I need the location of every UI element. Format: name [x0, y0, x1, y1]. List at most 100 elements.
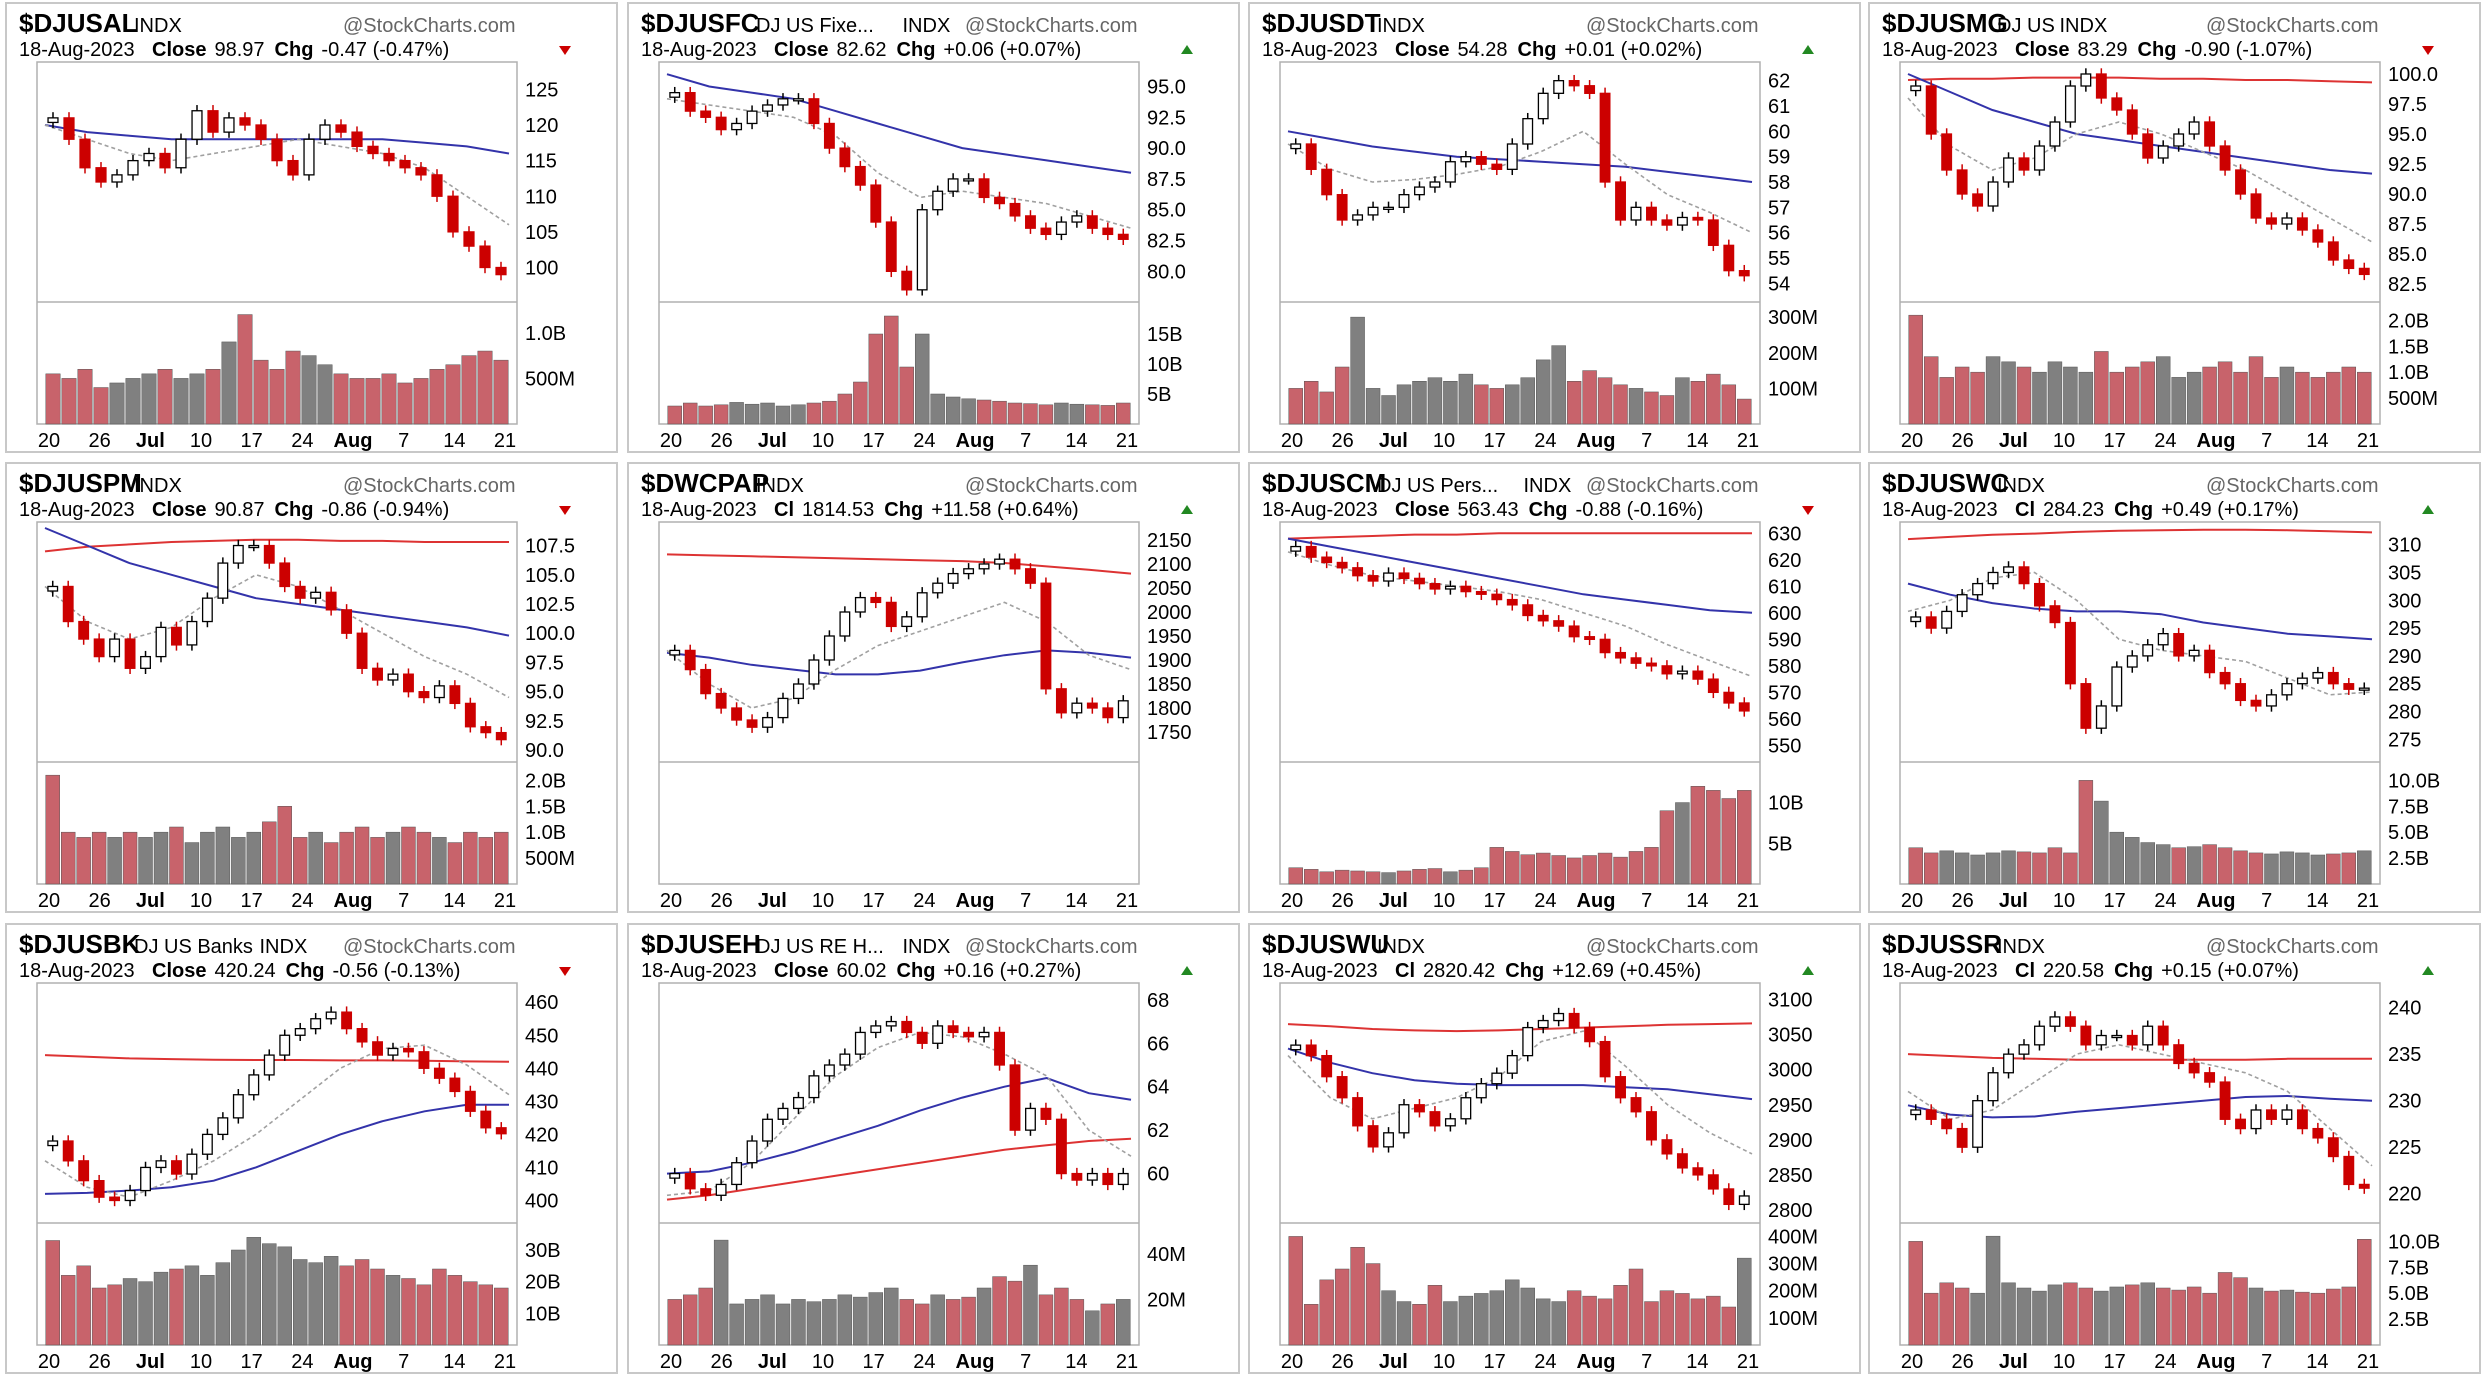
candle: [2049, 116, 2061, 152]
candle: [1475, 585, 1487, 600]
candle: [978, 558, 990, 575]
chart-panel[interactable]: $DJUSWC INDX @StockCharts.com 18-Aug-2023 Cl…: [1868, 462, 2481, 913]
candle: [916, 587, 928, 623]
candle: [1972, 577, 1984, 601]
candle: [1383, 567, 1394, 587]
volume-bar: [2155, 844, 2171, 885]
chart-panel[interactable]: $DJUSFC DJ US Fixe... INDX @StockCharts.com…: [627, 2, 1240, 453]
candle: [356, 627, 368, 675]
volume-bar: [141, 373, 157, 425]
close-label: Close: [152, 960, 206, 982]
volume-bar: [1288, 1236, 1303, 1346]
y-tick-label: 450: [525, 1025, 558, 1047]
x-tick-label: Jul: [1999, 1351, 2028, 1373]
volume-bar: [2016, 851, 2032, 885]
candle: [1290, 540, 1302, 557]
x-tick-label: 24: [913, 890, 935, 912]
chart-panel[interactable]: $DJUSAL INDX @StockCharts.com 18-Aug-2023 Cl…: [5, 2, 618, 453]
close-value: 563.43: [1457, 499, 1518, 521]
volume-bar: [1659, 810, 1675, 885]
candle: [854, 160, 866, 191]
chart-panel[interactable]: $DWCPAP INDX @StockCharts.com 18-Aug-2023 Cl…: [627, 462, 1240, 913]
volume-bar: [91, 831, 107, 885]
stockcharts-watermark: @StockCharts.com: [2206, 475, 2379, 497]
moving-average-fast: [1287, 1030, 1753, 1155]
y-tick-label: 80.0: [1147, 261, 1186, 283]
volume-bar: [1675, 377, 1690, 425]
volume-bar: [1381, 395, 1396, 425]
candle: [287, 154, 299, 181]
volume-bar: [945, 1299, 961, 1346]
volume-bar: [1069, 403, 1085, 425]
y-tick-label: 1900: [1147, 650, 1192, 672]
chart-date: 18-Aug-2023: [1882, 960, 1998, 982]
x-tick-label: Aug: [2197, 1351, 2236, 1373]
close-value: 82.62: [836, 39, 886, 61]
chart-panel[interactable]: $DJUSPM INDX @StockCharts.com 18-Aug-2023 Cl…: [5, 462, 618, 913]
volume-tick-label: 10B: [1768, 793, 1804, 815]
stockcharts-watermark: @StockCharts.com: [343, 936, 516, 958]
x-tick-label: Jul: [136, 430, 165, 452]
candle: [2204, 1067, 2216, 1088]
volume-bar: [1939, 1282, 1954, 1346]
chart-panel[interactable]: $DJUSCM DJ US Pers... INDX @StockCharts.com…: [1248, 462, 1861, 913]
candle: [1692, 1162, 1704, 1181]
chart-panel[interactable]: $DJUSMG DJ US INDX @StockCharts.com 18-Aug-2…: [1868, 2, 2481, 453]
candle: [63, 112, 75, 145]
y-tick-label: 295: [2388, 618, 2421, 640]
x-tick-label: 7: [2261, 890, 2272, 912]
volume-bar: [429, 369, 445, 425]
candle: [1615, 1070, 1626, 1104]
candle: [1414, 572, 1425, 590]
volume-bar: [899, 1299, 914, 1346]
candle: [1568, 620, 1580, 643]
chart-panel[interactable]: $DJUSBK DJ US Banks INDX @StockCharts.com 18…: [5, 923, 618, 1374]
volume-bar: [1474, 1293, 1489, 1346]
volume-bar: [61, 378, 77, 425]
moving-average-slow: [666, 553, 1132, 575]
volume-bar: [884, 315, 899, 425]
down-arrow-icon: [559, 967, 571, 976]
chg-label: Chg: [286, 960, 325, 982]
chg-value: +12.69 (+0.45%): [1552, 960, 1701, 982]
candle: [2003, 152, 2014, 188]
candle: [1102, 1167, 1114, 1191]
candle: [124, 1184, 136, 1207]
chart-panel[interactable]: $DJUSWU INDX @StockCharts.com 18-Aug-2023 Cl…: [1248, 923, 1861, 1374]
candle: [715, 111, 727, 136]
volume-bar: [2202, 366, 2217, 425]
candle: [1676, 1148, 1688, 1174]
volume-bar: [169, 1268, 184, 1346]
volume-bar: [744, 1299, 760, 1346]
chart-panel[interactable]: $DJUSDT INDX @StockCharts.com 18-Aug-2023 Cl…: [1248, 2, 1861, 453]
volume-bar: [1939, 377, 1954, 425]
volume-bar: [1505, 851, 1520, 885]
candle: [78, 615, 90, 645]
volume-bar: [992, 1276, 1007, 1346]
candle: [78, 1155, 90, 1187]
volume-bar: [317, 364, 333, 425]
plot-frame: [1279, 521, 1761, 885]
candle: [1383, 201, 1394, 214]
y-tick-label: 280: [2388, 702, 2421, 724]
volume-bar: [215, 826, 231, 885]
volume-bar: [1644, 847, 1659, 885]
volume-bar: [1939, 850, 1954, 885]
chart-exchange: INDX: [1997, 936, 2045, 958]
moving-average-mid: [1287, 1047, 1753, 1101]
chart-panel[interactable]: $DJUSEH DJ US RE H... INDX @StockCharts.com…: [627, 923, 1240, 1374]
candle: [124, 633, 136, 675]
x-tick-label: 26: [1332, 1351, 1354, 1373]
candle: [1102, 222, 1114, 241]
stockcharts-watermark: @StockCharts.com: [1586, 936, 1759, 958]
volume-bar: [1551, 855, 1566, 885]
candle: [155, 1155, 167, 1174]
volume-bar: [2202, 844, 2217, 885]
chart-symbol: $DJUSSR: [1882, 929, 2002, 959]
volume-bar: [2109, 371, 2125, 425]
y-tick-label: 240: [2388, 998, 2421, 1020]
y-tick-label: 1750: [1147, 722, 1192, 744]
chart-panel[interactable]: $DJUSSR INDX @StockCharts.com 18-Aug-2023 Cl…: [1868, 923, 2481, 1374]
candle: [1910, 80, 1922, 97]
